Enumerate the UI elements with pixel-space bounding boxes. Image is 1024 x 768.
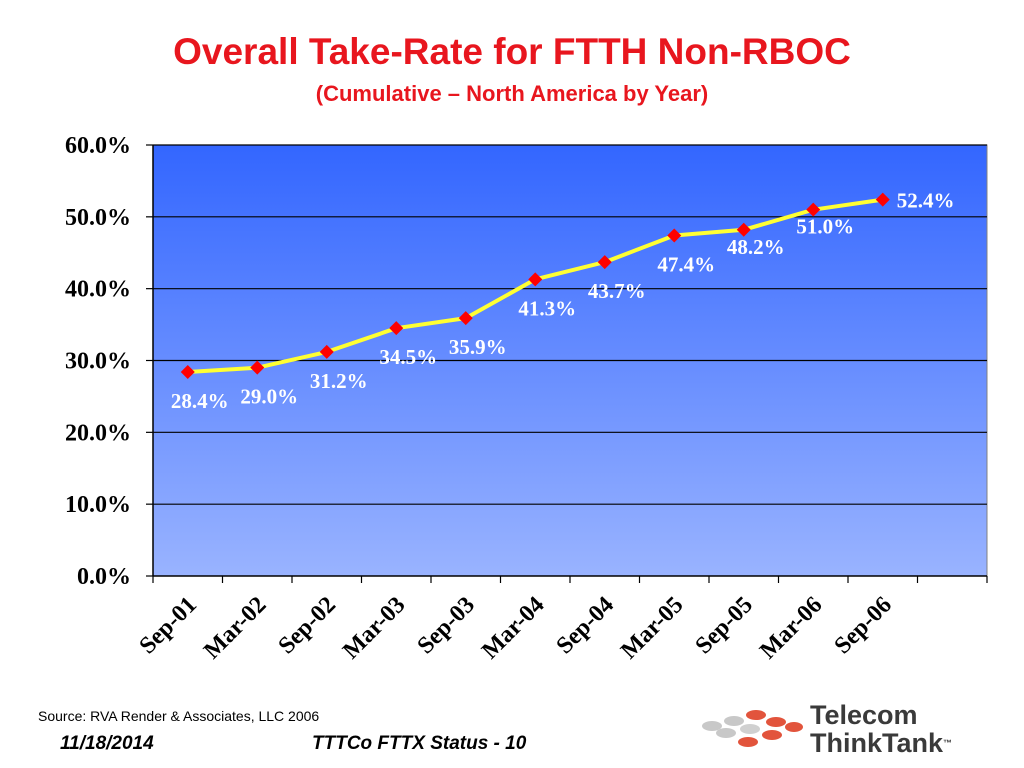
y-tick-label: 20.0%: [65, 420, 131, 446]
data-label: 43.7%: [588, 279, 646, 303]
x-tick-label: Mar-04: [477, 592, 549, 664]
x-tick-label: Sep-06: [830, 592, 897, 659]
data-label: 52.4%: [897, 189, 955, 213]
x-tick-label: Mar-05: [616, 592, 688, 664]
data-label: 41.3%: [518, 296, 576, 320]
footer-slide-title: TTTCo FTTX Status - 10: [312, 733, 527, 754]
y-tick-label: 0.0%: [77, 564, 131, 590]
data-point: [597, 255, 612, 270]
x-tick-label: Sep-02: [274, 592, 341, 659]
data-point: [736, 222, 751, 237]
data-point: [528, 272, 543, 287]
x-tick-label: Sep-05: [691, 592, 758, 659]
source-note: Source: RVA Render & Associates, LLC 200…: [38, 708, 320, 724]
data-label: 51.0%: [796, 215, 854, 239]
data-point: [319, 344, 334, 359]
telecom-thinktank-logo: Telecom ThinkTank™: [696, 700, 1016, 760]
logo-dots-icon: [702, 710, 803, 747]
y-tick-label: 40.0%: [65, 277, 131, 303]
data-label: 47.4%: [657, 253, 715, 277]
x-tick-label: Mar-03: [338, 592, 410, 664]
x-tick-label: Sep-04: [552, 592, 619, 659]
data-label: 35.9%: [449, 335, 507, 359]
footer-date: 11/18/2014: [60, 733, 154, 754]
data-label: 48.2%: [727, 235, 785, 259]
data-point: [875, 192, 890, 207]
x-tick-label: Mar-02: [199, 592, 271, 664]
logo-trademark: ™: [943, 738, 953, 748]
x-tick-label: Sep-03: [413, 592, 480, 659]
data-point: [389, 321, 404, 336]
logo-line-2-text: ThinkTank: [810, 728, 944, 758]
data-point: [180, 364, 195, 379]
y-tick-label: 60.0%: [65, 133, 131, 159]
data-label: 28.4%: [171, 389, 229, 413]
data-label: 34.5%: [379, 345, 437, 369]
data-point: [667, 228, 682, 243]
data-point: [250, 360, 265, 375]
data-point: [458, 311, 473, 326]
y-tick-label: 30.0%: [65, 349, 131, 375]
y-tick-label: 10.0%: [65, 492, 131, 518]
y-tick-label: 50.0%: [65, 205, 131, 231]
data-label: 29.0%: [240, 385, 298, 409]
data-label: 31.2%: [310, 369, 368, 393]
chart-subtitle: (Cumulative – North America by Year): [315, 81, 709, 106]
data-point: [806, 202, 821, 217]
logo-line-1: Telecom: [810, 700, 918, 730]
logo-line-2: ThinkTank™: [810, 730, 952, 757]
line-chart: 0.0% 10.0% 20.0% 30.0% 40.0% 50.0% 60.0% Sep-0…: [65, 133, 988, 664]
chart-title: Overall Take-Rate for FTTH Non-RBOC: [173, 31, 851, 72]
x-tick-label: Mar-06: [755, 592, 827, 664]
x-tick-label: Sep-01: [135, 592, 202, 659]
